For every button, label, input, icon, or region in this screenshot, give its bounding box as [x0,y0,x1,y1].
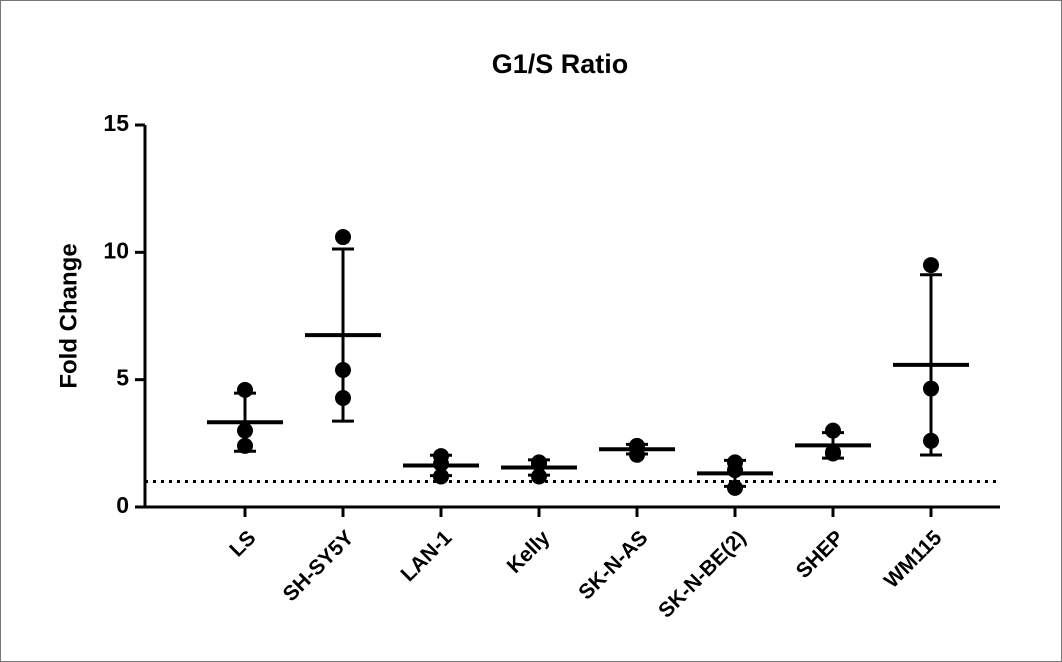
data-point [335,361,351,378]
data-point [237,381,253,398]
data-point [433,455,449,472]
data-point [825,422,841,439]
data-point [237,422,253,439]
data-point [727,462,743,479]
data-point [237,437,253,454]
y-axis-label: Fold Change [55,243,82,388]
data-point [629,439,645,456]
data-point [335,229,351,246]
data-point [433,468,449,485]
chart-title: G1/S Ratio [492,49,629,79]
y-tick-label: 5 [116,365,129,391]
data-point [531,455,547,472]
data-point [727,479,743,496]
data-point [825,444,841,461]
data-point [531,468,547,485]
y-tick-label: 0 [116,492,129,518]
y-tick-label: 10 [103,237,129,263]
data-point [923,380,939,397]
data-point [923,432,939,449]
data-point [335,390,351,407]
y-tick-label: 15 [103,110,129,136]
data-point [923,257,939,274]
